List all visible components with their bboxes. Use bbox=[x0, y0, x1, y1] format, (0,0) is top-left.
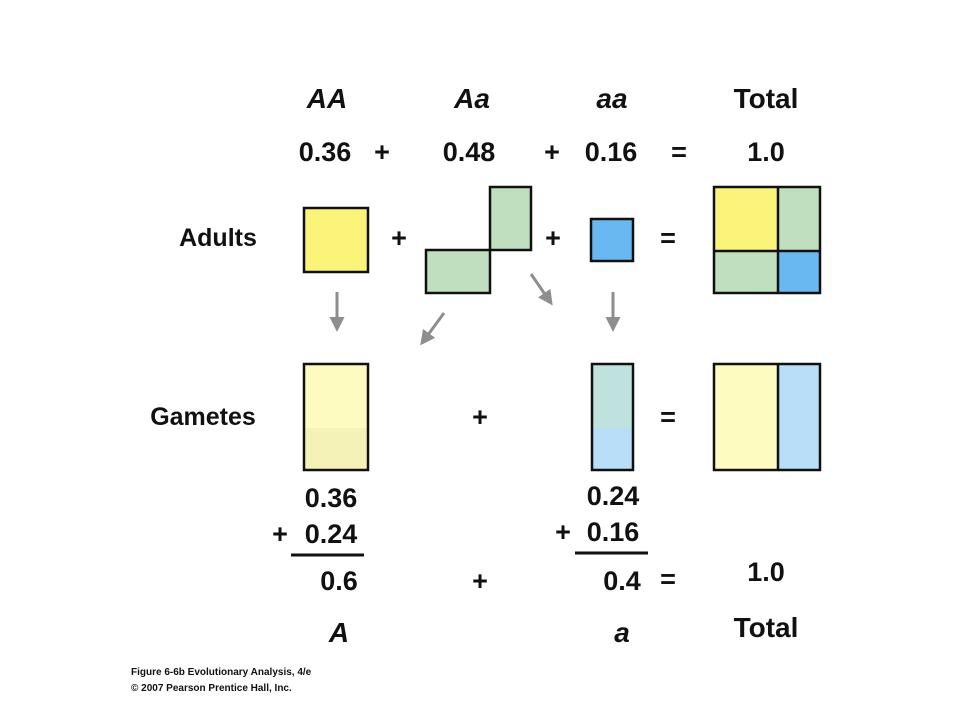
plus-sign: + bbox=[374, 137, 390, 167]
genotype-AA-label: AA bbox=[306, 83, 347, 114]
adult-AA-square bbox=[302, 206, 370, 274]
equals-sign: = bbox=[671, 137, 687, 167]
equals-sign: = bbox=[660, 223, 676, 253]
equals-sign: = bbox=[660, 402, 676, 432]
freq-AA: 0.36 bbox=[299, 137, 352, 167]
allele-A-label: A bbox=[328, 617, 349, 648]
arrow-Aa-to-a bbox=[529, 273, 553, 306]
genotype-aa-label: aa bbox=[596, 83, 627, 114]
allele-a-first-term: 0.24 bbox=[587, 481, 640, 511]
allele-A-result: 0.6 bbox=[320, 566, 358, 596]
allele-A-second-term: 0.24 bbox=[305, 519, 358, 549]
plus-sign: + bbox=[472, 566, 488, 596]
gamete-A-bar bbox=[302, 362, 370, 472]
adult-aa-square bbox=[589, 217, 635, 263]
genotype-Aa-label: Aa bbox=[453, 83, 490, 114]
freq-Aa: 0.48 bbox=[443, 137, 496, 167]
allele-total-value: 1.0 bbox=[747, 557, 785, 587]
freq-total: 1.0 bbox=[747, 137, 785, 167]
allele-total-label: Total bbox=[734, 612, 799, 643]
plus-sign: + bbox=[472, 402, 488, 432]
allele-a-label: a bbox=[614, 617, 630, 648]
total-header-label: Total bbox=[734, 83, 799, 114]
gamete-total-bar bbox=[712, 362, 822, 472]
gametes-row-label: Gametes bbox=[150, 403, 256, 431]
plus-sign: + bbox=[545, 223, 561, 253]
equals-sign: = bbox=[660, 564, 676, 594]
gamete-a-bar bbox=[590, 362, 635, 472]
allele-A-first-term: 0.36 bbox=[305, 483, 358, 513]
freq-aa: 0.16 bbox=[585, 137, 638, 167]
copyright-caption: © 2007 Pearson Prentice Hall, Inc. bbox=[131, 683, 292, 694]
plus-sign: + bbox=[272, 519, 288, 549]
adult-Aa-lower-block bbox=[424, 248, 492, 295]
figure-caption: Figure 6-6b Evolutionary Analysis, 4/e bbox=[131, 667, 312, 678]
plus-sign: + bbox=[544, 137, 560, 167]
allele-a-result: 0.4 bbox=[603, 566, 641, 596]
allele-a-second-term: 0.16 bbox=[587, 517, 640, 547]
plus-sign: + bbox=[555, 517, 571, 547]
arrow-Aa-to-A bbox=[420, 312, 446, 346]
adult-Aa-upper-block bbox=[488, 185, 533, 252]
plus-sign: + bbox=[391, 223, 407, 253]
adults-row-label: Adults bbox=[179, 224, 257, 252]
adult-total-square bbox=[712, 185, 822, 295]
